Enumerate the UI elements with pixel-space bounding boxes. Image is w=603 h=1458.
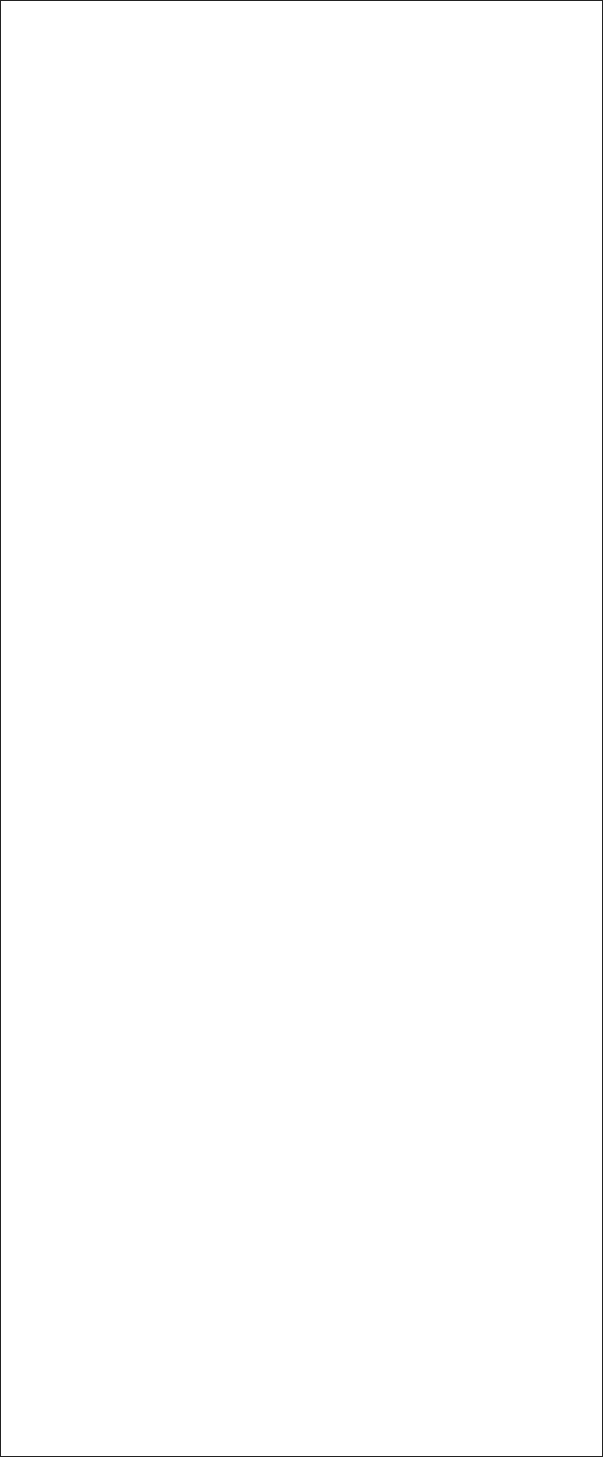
page	[0, 0, 603, 1457]
dendrogram	[0, 0, 603, 1457]
frame	[0, 0, 603, 1457]
